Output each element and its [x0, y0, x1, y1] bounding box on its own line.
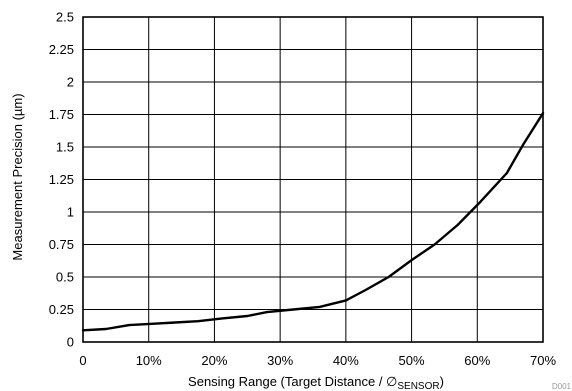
y-tick-label: 2.5: [56, 10, 74, 25]
x-tick-label: 20%: [201, 353, 227, 368]
x-tick-label: 30%: [267, 353, 293, 368]
x-tick-label: 10%: [136, 353, 162, 368]
y-tick-label: 1.75: [49, 107, 74, 122]
x-axis-label: Sensing Range (Target Distance / ∅SENSOR…: [188, 374, 444, 391]
x-axis-label-subscript: SENSOR: [397, 381, 439, 391]
plot-frame: [82, 16, 544, 343]
figure-code: D001: [552, 382, 572, 391]
x-tick-label: 40%: [333, 353, 359, 368]
y-tick-label: 2.25: [49, 42, 74, 57]
x-tick-label: 50%: [399, 353, 425, 368]
y-axis-ticks: 0 0.25 0.5 0.75 1 1.25 1.5 1.75 2 2.25 2.5: [49, 10, 74, 350]
y-tick-label: 0.25: [49, 302, 74, 317]
diameter-symbol: ∅: [386, 374, 397, 389]
x-axis-label-text: Sensing Range (Target Distance /: [188, 374, 386, 389]
y-tick-label: 1.25: [49, 172, 74, 187]
y-tick-label: 0.5: [56, 270, 74, 285]
x-tick-label: 60%: [464, 353, 490, 368]
y-tick-label: 1.5: [56, 140, 74, 155]
y-axis-label: Measurement Precision (µm): [10, 93, 25, 260]
y-tick-label: 1: [67, 205, 74, 220]
y-tick-label: 0.75: [49, 237, 74, 252]
x-tick-label: 70%: [530, 353, 556, 368]
series-line: [81, 112, 545, 332]
y-tick-label: 2: [67, 75, 74, 90]
x-axis-label-close: ): [440, 374, 444, 389]
grid-lines: [82, 16, 544, 343]
x-axis-ticks: 0 10% 20% 30% 40% 50% 60% 70%: [79, 353, 556, 368]
y-tick-label: 0: [67, 335, 74, 350]
x-tick-label: 0: [79, 353, 86, 368]
